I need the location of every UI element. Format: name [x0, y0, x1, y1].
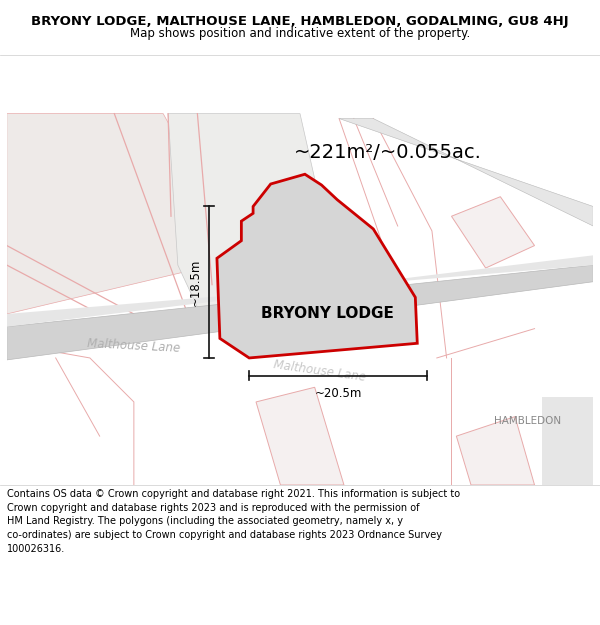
Polygon shape [7, 114, 217, 314]
Text: Map shows position and indicative extent of the property.: Map shows position and indicative extent… [130, 27, 470, 39]
Text: ~18.5m: ~18.5m [188, 259, 201, 306]
Polygon shape [7, 256, 593, 327]
Text: BRYONY LODGE: BRYONY LODGE [261, 306, 394, 321]
Text: BRYONY LODGE, MALTHOUSE LANE, HAMBLEDON, GODALMING, GU8 4HJ: BRYONY LODGE, MALTHOUSE LANE, HAMBLEDON,… [31, 16, 569, 28]
Polygon shape [457, 417, 535, 485]
Text: ~221m²/~0.055ac.: ~221m²/~0.055ac. [294, 143, 482, 162]
Polygon shape [7, 265, 593, 360]
Text: Contains OS data © Crown copyright and database right 2021. This information is : Contains OS data © Crown copyright and d… [7, 489, 460, 554]
Polygon shape [256, 388, 344, 485]
Polygon shape [217, 174, 417, 358]
Polygon shape [451, 197, 535, 268]
Polygon shape [542, 397, 593, 485]
Text: Malthouse Lane: Malthouse Lane [272, 357, 367, 384]
Text: HAMBLEDON: HAMBLEDON [494, 416, 560, 426]
Polygon shape [168, 114, 334, 307]
Polygon shape [339, 119, 593, 226]
Text: ~20.5m: ~20.5m [314, 388, 362, 400]
Text: Malthouse Lane: Malthouse Lane [87, 338, 181, 355]
